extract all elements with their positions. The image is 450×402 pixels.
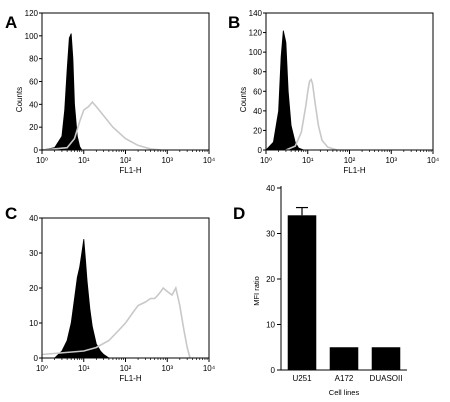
- panel-b-ytick-label: 40: [253, 107, 262, 116]
- panel-d-ytick-label: 10: [266, 321, 275, 330]
- panel-c-series-filled: [53, 238, 111, 359]
- panel-c-xtick-label: 10²: [120, 364, 132, 373]
- panel-b-xtick-label: 10³: [385, 156, 397, 165]
- panel-a-ytick-label: 80: [29, 55, 38, 64]
- panel-b-xtick-label: 10²: [344, 156, 356, 165]
- panel-b-ytick-label: 20: [253, 126, 262, 135]
- panel-a-series-filled: [41, 33, 83, 151]
- panel-c-xtick-label: 10⁴: [203, 364, 216, 373]
- panel-c-frame: [41, 217, 210, 359]
- panel-d-xlabel: Cell lines: [329, 388, 360, 397]
- panel-d-bar-a172: [329, 347, 359, 370]
- panel-c-xlabel: FL1-H: [119, 374, 141, 383]
- panel-a-xtick-label: 10⁴: [203, 156, 216, 165]
- panel-c-xtick-label: 10¹: [78, 364, 90, 373]
- panel-b-xtick-label: 10⁴: [427, 156, 440, 165]
- panel-a-xtick-label: 10²: [120, 156, 132, 165]
- panel-a-label: A: [5, 13, 17, 32]
- panel-a-ytick-label: 20: [29, 123, 38, 132]
- panel-b-ytick-label: 140: [249, 9, 263, 18]
- panel-c-ytick-label: 10: [29, 319, 38, 328]
- panel-a-ytick-label: 120: [25, 9, 39, 18]
- panel-b-ytick-label: 80: [253, 68, 262, 77]
- panel-b-ytick-label: 120: [249, 29, 263, 38]
- panel-b-ytick-label: 60: [253, 87, 262, 96]
- panel-c-xtick-label: 10⁰: [36, 364, 48, 373]
- panel-a-series-outline: [41, 100, 161, 151]
- panel-c-ytick-label: 40: [29, 214, 38, 223]
- panel-b-series-outline: [285, 77, 338, 151]
- panel-b-xtick-label: 10⁰: [260, 156, 272, 165]
- panel-d-label: D: [233, 204, 245, 223]
- panel-a-xlabel: FL1-H: [119, 166, 141, 175]
- panel-c-ytick-label: 20: [29, 284, 38, 293]
- panel-b-ytick-label: 0: [258, 146, 263, 155]
- panel-b-xtick-label: 10¹: [302, 156, 314, 165]
- panel-d-category-label: DUASOII: [370, 374, 403, 383]
- panel-c-xtick-label: 10³: [161, 364, 173, 373]
- panel-a-ytick-label: 60: [29, 78, 38, 87]
- panel-a-ylabel: Counts: [15, 87, 24, 112]
- panel-c-series-outline: [41, 285, 191, 359]
- panel-d-bar-u251: [287, 215, 317, 370]
- panel-b-series-filled: [265, 30, 304, 151]
- panel-b-xlabel: FL1-H: [343, 166, 365, 175]
- panel-d-category-label: U251: [292, 374, 312, 383]
- panel-c-ytick-label: 0: [34, 354, 39, 363]
- panel-d-ylabel: MFI ratio: [252, 276, 261, 306]
- panel-a-xtick-label: 10³: [161, 156, 173, 165]
- panel-a-xtick-label: 10⁰: [36, 156, 48, 165]
- panel-d-category-label: A172: [335, 374, 354, 383]
- panel-a-ytick-label: 100: [25, 32, 39, 41]
- panel-c-ytick-label: 30: [29, 249, 38, 258]
- panel-d-ytick-label: 30: [266, 230, 275, 239]
- panel-b-ylabel: Counts: [239, 87, 248, 112]
- panel-b-ytick-label: 100: [249, 48, 263, 57]
- panel-c-label: C: [5, 204, 17, 223]
- panel-b-label: B: [228, 13, 240, 32]
- panel-a-ytick-label: 0: [34, 146, 39, 155]
- panel-a-xtick-label: 10¹: [78, 156, 90, 165]
- panel-d-ytick-label: 20: [266, 275, 275, 284]
- panel-d-ytick-label: 40: [266, 184, 275, 193]
- panel-d-ytick-label: 0: [271, 366, 276, 375]
- panel-a-ytick-label: 40: [29, 100, 38, 109]
- panel-d-bar-duasoii: [371, 347, 401, 370]
